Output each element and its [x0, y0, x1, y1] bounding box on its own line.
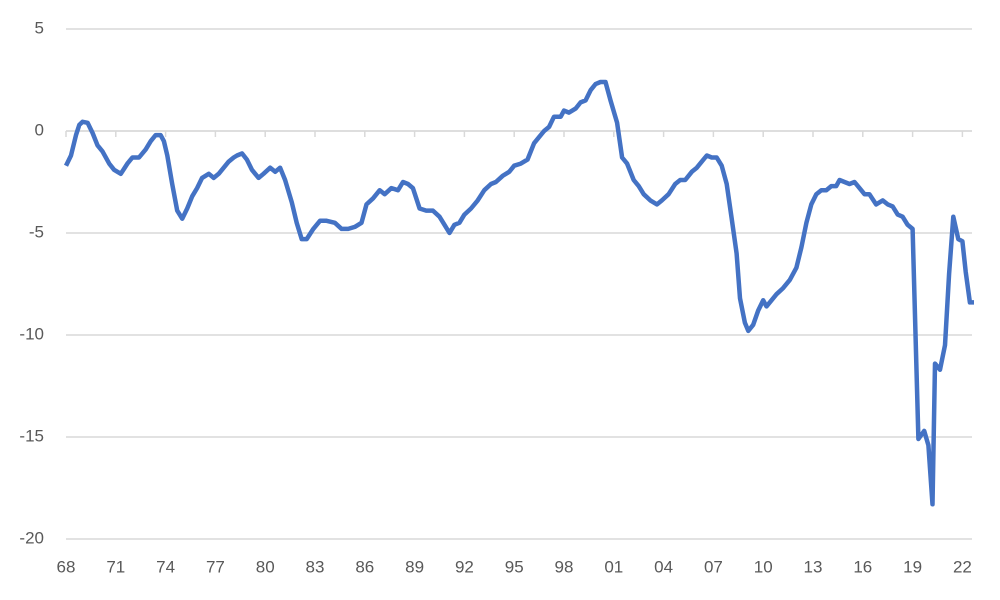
x-tick-label: 22: [953, 557, 972, 576]
y-tick-label: 5: [35, 18, 44, 37]
x-tick-label: 68: [57, 557, 76, 576]
x-tick-label: 71: [106, 557, 125, 576]
x-tick-label: 07: [704, 557, 723, 576]
x-tick-label: 77: [206, 557, 225, 576]
x-tick-label: 10: [754, 557, 773, 576]
x-tick-label: 89: [405, 557, 424, 576]
x-tick-label: 86: [355, 557, 374, 576]
y-tick-label: -10: [19, 324, 44, 343]
y-tick-label: -15: [19, 426, 44, 445]
x-tick-label: 98: [555, 557, 574, 576]
series-line: [63, 79, 974, 507]
x-tick-label: 74: [156, 557, 175, 576]
x-tick-label: 83: [306, 557, 325, 576]
x-tick-label: 01: [604, 557, 623, 576]
x-tick-label: 92: [455, 557, 474, 576]
y-tick-label: -20: [19, 528, 44, 547]
y-tick-label: -5: [29, 222, 44, 241]
x-tick-label: 95: [505, 557, 524, 576]
x-tick-label: 19: [903, 557, 922, 576]
y-tick-label: 0: [35, 120, 44, 139]
x-tick-label: 16: [853, 557, 872, 576]
x-tick-label: 80: [256, 557, 275, 576]
x-tick-label: 04: [654, 557, 673, 576]
x-tick-label: 13: [804, 557, 823, 576]
